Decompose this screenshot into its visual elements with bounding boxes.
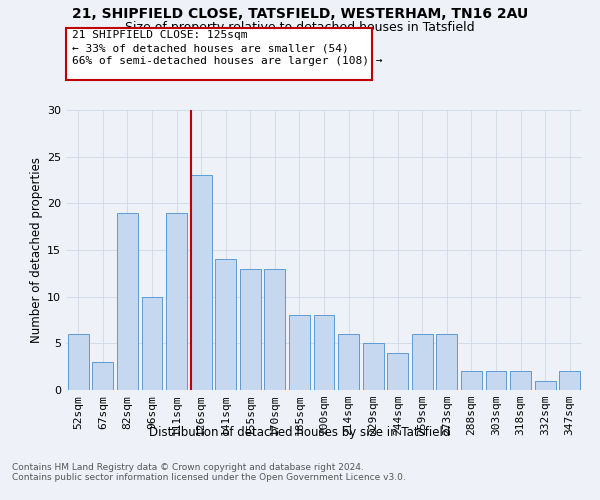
Bar (117, 212, 138, 390)
Bar (265, 268, 286, 390)
Bar (166, 212, 187, 390)
Text: Contains public sector information licensed under the Open Government Licence v3: Contains public sector information licen… (12, 474, 406, 482)
Text: Size of property relative to detached houses in Tatsfield: Size of property relative to detached ho… (125, 21, 475, 34)
Bar (436, 334, 457, 390)
Bar (412, 334, 433, 390)
Bar (559, 372, 580, 390)
Bar (240, 268, 261, 390)
Bar (142, 296, 163, 390)
Bar (338, 334, 359, 390)
Text: Distribution of detached houses by size in Tatsfield: Distribution of detached houses by size … (149, 426, 451, 439)
Text: 21 SHIPFIELD CLOSE: 125sqm
← 33% of detached houses are smaller (54)
66% of semi: 21 SHIPFIELD CLOSE: 125sqm ← 33% of deta… (72, 30, 383, 66)
Bar (510, 372, 531, 390)
Bar (314, 316, 334, 390)
Bar (387, 352, 408, 390)
Y-axis label: Number of detached properties: Number of detached properties (30, 157, 43, 343)
Bar (362, 344, 383, 390)
Bar (191, 176, 212, 390)
Bar (215, 260, 236, 390)
Bar (461, 372, 482, 390)
Bar (92, 362, 113, 390)
Bar (68, 334, 89, 390)
Text: 21, SHIPFIELD CLOSE, TATSFIELD, WESTERHAM, TN16 2AU: 21, SHIPFIELD CLOSE, TATSFIELD, WESTERHA… (72, 8, 528, 22)
Bar (289, 316, 310, 390)
Text: Contains HM Land Registry data © Crown copyright and database right 2024.: Contains HM Land Registry data © Crown c… (12, 464, 364, 472)
Bar (535, 380, 556, 390)
Bar (485, 372, 506, 390)
